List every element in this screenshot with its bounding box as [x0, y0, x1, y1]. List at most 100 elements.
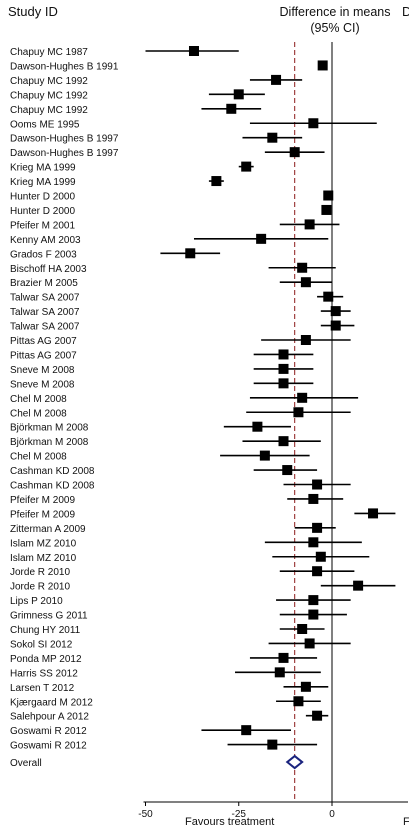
study-id-header: Study ID	[8, 4, 58, 19]
study-label: Chel M 2008	[10, 394, 67, 405]
point-estimate	[289, 147, 300, 158]
point-estimate	[330, 306, 341, 317]
study-label: Krieg MA 1999	[10, 163, 76, 174]
study-label: Salehpour A 2012	[10, 712, 89, 723]
study-label: Goswami R 2012	[10, 726, 87, 737]
study-label: Kenny AM 2003	[10, 235, 81, 246]
study-label: Pfeifer M 2009	[10, 509, 75, 520]
point-estimate	[308, 118, 319, 129]
study-label: Brazier M 2005	[10, 278, 78, 289]
study-label: Chel M 2008	[10, 452, 67, 463]
point-estimate	[315, 551, 326, 562]
point-estimate	[226, 103, 237, 114]
point-estimate	[323, 291, 334, 302]
point-estimate	[321, 204, 332, 215]
point-estimate	[304, 219, 315, 230]
point-estimate	[185, 248, 196, 259]
study-label: Zitterman A 2009	[10, 524, 86, 535]
effect-header: Difference in means (95% CI)	[279, 4, 391, 36]
point-estimate	[278, 652, 289, 663]
point-estimate	[323, 190, 334, 201]
study-label: Björkman M 2008	[10, 423, 89, 434]
study-label: Chapuy MC 1992	[10, 90, 88, 101]
point-estimate	[233, 89, 244, 100]
study-label: Jorde R 2010	[10, 567, 70, 578]
study-label: Dawson-Hughes B 1997	[10, 148, 119, 159]
study-label: Pittas AG 2007	[10, 350, 77, 361]
study-label: Ponda MP 2012	[10, 654, 82, 665]
point-estimate	[267, 739, 278, 750]
point-estimate	[267, 132, 278, 143]
point-estimate	[312, 522, 323, 533]
study-label: Jorde R 2010	[10, 582, 70, 593]
study-label: Chung HY 2011	[10, 625, 81, 636]
study-label: Ooms ME 1995	[10, 119, 80, 130]
point-estimate	[312, 710, 323, 721]
study-label: Grimness G 2011	[10, 611, 88, 622]
point-estimate	[308, 609, 319, 620]
point-estimate	[300, 277, 311, 288]
point-estimate	[282, 465, 293, 476]
effect-header-line2: (95% CI)	[310, 21, 360, 35]
x-tick-label: -25	[232, 809, 247, 820]
overall-label: Overall	[10, 758, 42, 769]
study-label: Goswami R 2012	[10, 741, 87, 752]
point-estimate	[304, 638, 315, 649]
point-estimate	[312, 479, 323, 490]
study-label: Krieg MA 1999	[10, 177, 76, 188]
study-label: Chapuy MC 1987	[10, 47, 88, 58]
study-label: Cashman KD 2008	[10, 481, 95, 492]
point-estimate	[300, 681, 311, 692]
study-label: Chel M 2008	[10, 408, 67, 419]
point-estimate	[308, 537, 319, 548]
point-estimate	[271, 74, 282, 85]
truncated-column-header: D	[402, 4, 409, 19]
point-estimate	[300, 335, 311, 345]
study-label: Islam MZ 2010	[10, 538, 77, 549]
point-estimate	[368, 508, 379, 519]
study-label: Chapuy MC 1992	[10, 76, 88, 87]
study-label: Talwar SA 2007	[10, 293, 80, 304]
point-estimate	[211, 176, 222, 187]
x-tick-label: -50	[138, 809, 153, 820]
study-label: Dawson-Hughes B 1997	[10, 134, 119, 145]
point-estimate	[256, 233, 267, 244]
point-estimate	[312, 566, 323, 577]
point-estimate	[278, 378, 289, 389]
point-estimate	[353, 580, 364, 591]
study-label: Grados F 2003	[10, 249, 77, 260]
study-label: Sokol SI 2012	[10, 639, 73, 650]
point-estimate	[259, 450, 270, 461]
point-estimate	[188, 46, 199, 56]
study-label: Hunter D 2000	[10, 206, 75, 217]
study-label: Bischoff HA 2003	[10, 264, 87, 275]
study-label: Larsen T 2012	[10, 683, 75, 694]
point-estimate	[252, 421, 263, 432]
point-estimate	[278, 436, 289, 447]
point-estimate	[317, 60, 328, 71]
study-label: Chapuy MC 1992	[10, 105, 88, 116]
study-label: Björkman M 2008	[10, 437, 89, 448]
point-estimate	[241, 725, 252, 736]
point-estimate	[297, 392, 308, 403]
study-label: Pittas AG 2007	[10, 336, 77, 347]
study-label: Lips P 2010	[10, 596, 63, 607]
point-estimate	[293, 407, 304, 418]
study-label: Pfeifer M 2001	[10, 220, 75, 231]
point-estimate	[274, 667, 285, 678]
point-estimate	[308, 493, 319, 504]
point-estimate	[278, 349, 289, 360]
study-label: Harris SS 2012	[10, 668, 78, 679]
study-label: Dawson-Hughes B 1991	[10, 61, 119, 72]
point-estimate	[308, 595, 319, 606]
point-estimate	[293, 696, 304, 707]
point-estimate	[241, 161, 252, 172]
study-label: Islam MZ 2010	[10, 553, 77, 564]
study-label: Talwar SA 2007	[10, 322, 80, 333]
study-label: Talwar SA 2007	[10, 307, 80, 318]
truncated-footer-label: F	[403, 816, 409, 828]
favours-treatment-label: Favours treatment	[185, 816, 275, 828]
study-label: Hunter D 2000	[10, 192, 75, 203]
